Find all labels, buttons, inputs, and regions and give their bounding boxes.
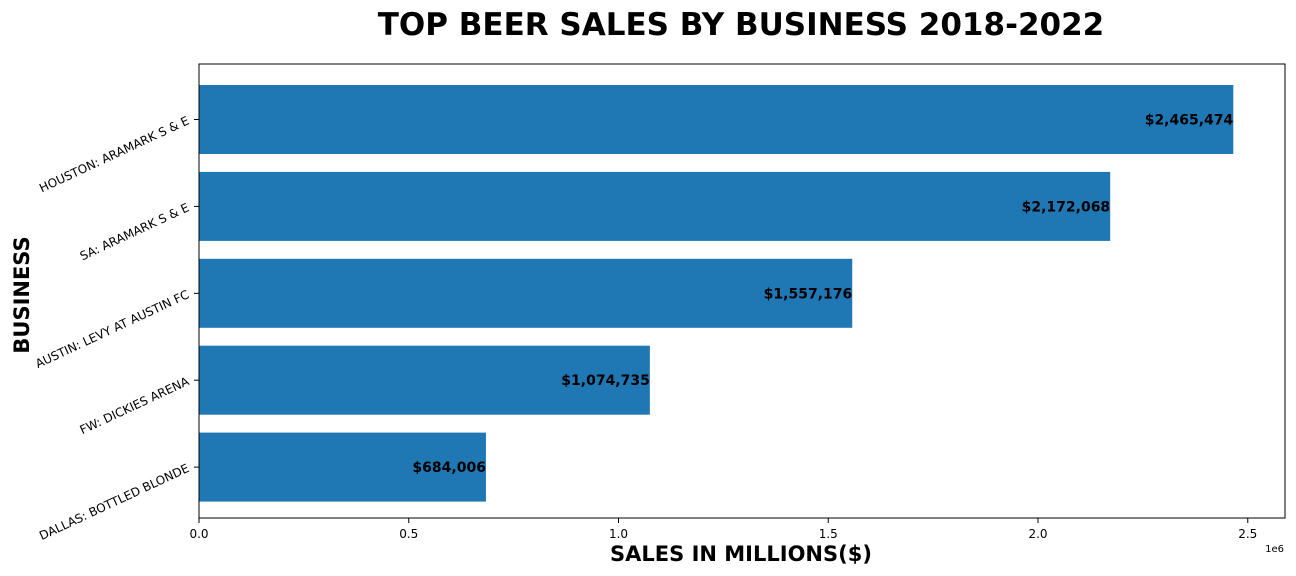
x-tick-label: 0.0 bbox=[189, 527, 208, 541]
x-axis-label: SALES IN MILLIONS($) bbox=[610, 542, 872, 566]
x-tick-label: 1.0 bbox=[609, 527, 628, 541]
x-tick-label: 0.5 bbox=[399, 527, 418, 541]
y-tick-label: AUSTIN: LEVY AT AUSTIN FC bbox=[33, 287, 191, 371]
data-label: $684,006 bbox=[412, 460, 486, 476]
bar bbox=[199, 432, 486, 502]
y-tick-label: HOUSTON: ARAMARK S & E bbox=[37, 114, 191, 196]
x-tick-label: 2.0 bbox=[1028, 527, 1047, 541]
data-label: $2,465,474 bbox=[1145, 113, 1234, 129]
chart-title: TOP BEER SALES BY BUSINESS 2018-2022 bbox=[378, 7, 1104, 43]
x-axis-offset-label: 1e6 bbox=[1265, 544, 1284, 555]
y-tick-label: SA: ARAMARK S & E bbox=[78, 200, 192, 263]
y-tick-label: DALLAS: BOTTLED BLONDE bbox=[37, 461, 191, 543]
data-label: $1,074,735 bbox=[561, 373, 650, 389]
plot-area: $2,465,474 $2,172,068 $1,557,176 $1,074,735… bbox=[33, 63, 1286, 543]
data-label: $1,557,176 bbox=[764, 286, 853, 302]
bar bbox=[199, 345, 650, 415]
bar bbox=[199, 85, 1234, 154]
y-tick-label: FW: DICKIES ARENA bbox=[78, 374, 192, 437]
x-tick-label: 1.5 bbox=[819, 527, 838, 541]
bar bbox=[199, 171, 1111, 241]
data-label: $2,172,068 bbox=[1022, 199, 1111, 215]
y-axis-label: BUSINESS bbox=[10, 236, 34, 353]
x-tick-label: 2.5 bbox=[1238, 527, 1257, 541]
bar bbox=[199, 258, 853, 328]
plot-frame bbox=[198, 63, 1286, 519]
